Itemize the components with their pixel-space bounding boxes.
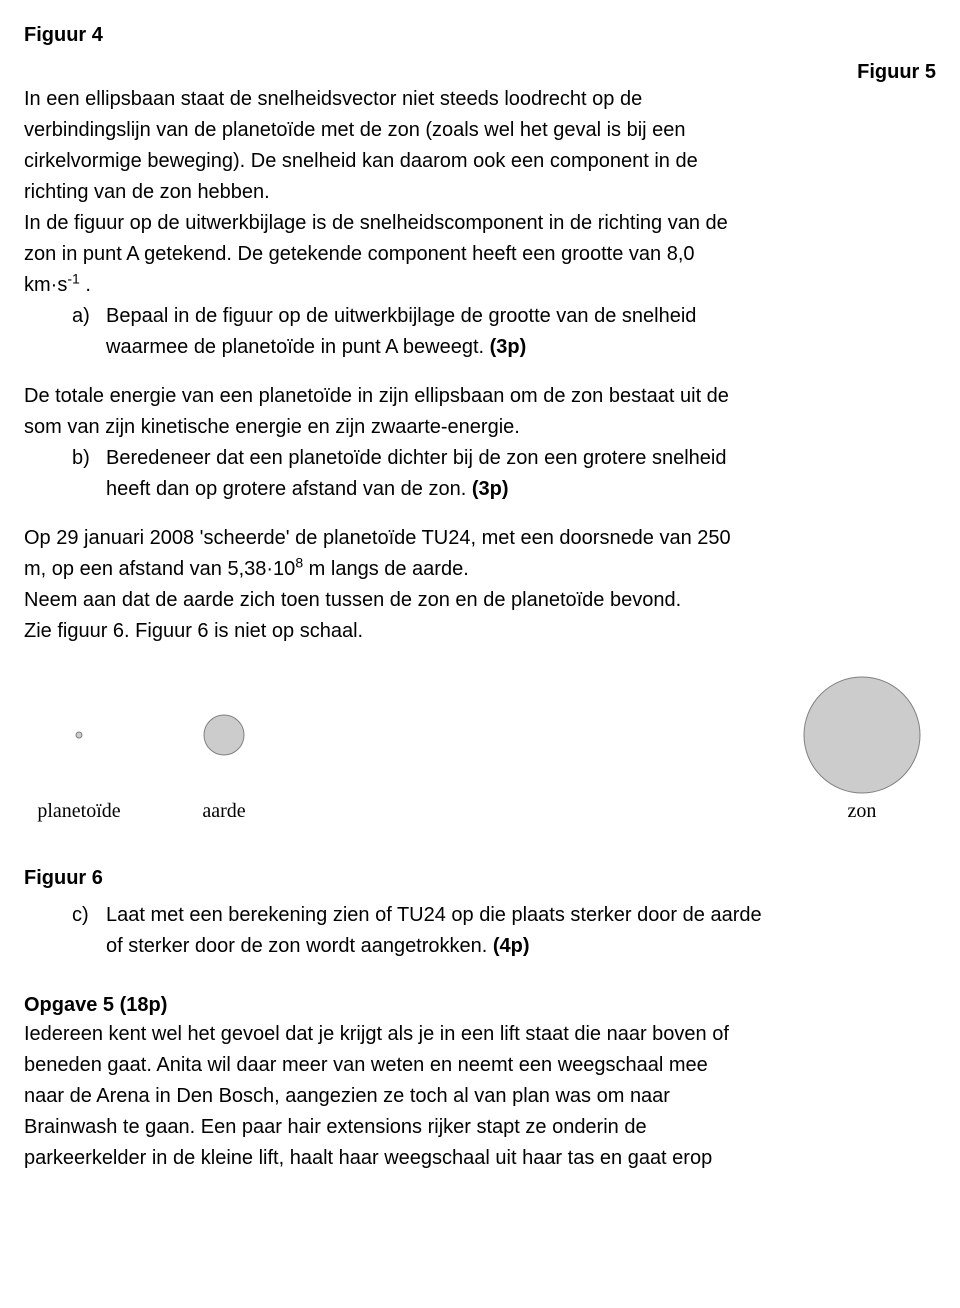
para2-line1: De totale energie van een planetoïde in …: [24, 383, 936, 410]
paragraph-2: De totale energie van een planetoïde in …: [24, 383, 936, 507]
item-b-line1: Beredeneer dat een planetoïde dichter bi…: [106, 445, 936, 472]
opgave5-line2: beneden gaat. Anita wil daar meer van we…: [24, 1052, 936, 1079]
para3-l2b: m langs de aarde.: [303, 558, 469, 580]
exponent-8: 8: [295, 554, 303, 570]
svg-text:zon: zon: [848, 800, 877, 822]
item-c-l2a: of sterker door de zon wordt aangetrokke…: [106, 935, 493, 957]
para3-line1: Op 29 januari 2008 'scheerde' de planeto…: [24, 525, 936, 552]
item-c: c) Laat met een berekening zien of TU24 …: [24, 902, 936, 964]
figure-6-svg: planetoïde aarde zon: [24, 665, 934, 855]
para1-line7: km·s-1 .: [24, 272, 936, 299]
para1-line1: In een ellipsbaan staat de snelheidsvect…: [24, 86, 936, 113]
item-b-line2: heeft dan op grotere afstand van de zon.…: [106, 476, 936, 503]
para2-line2: som van zijn kinetische energie en zijn …: [24, 414, 936, 441]
svg-text:planetoïde: planetoïde: [37, 800, 120, 822]
item-b-marker: b): [72, 445, 106, 507]
para1-line2: verbindingslijn van de planetoïde met de…: [24, 117, 936, 144]
para3-l2a: m, op een afstand van 5,38·10: [24, 558, 295, 580]
para1-line6: zon in punt A getekend. De getekende com…: [24, 241, 936, 268]
item-c-points: (4p): [493, 935, 530, 957]
item-c-marker: c): [72, 902, 106, 964]
figure-6-diagram: planetoïde aarde zon: [24, 665, 936, 855]
svg-text:aarde: aarde: [202, 800, 245, 822]
para1-line4: richting van de zon hebben.: [24, 179, 936, 206]
figure-6-label: Figuur 6: [24, 865, 936, 892]
para1-line5: In de figuur op de uitwerkbijlage is de …: [24, 210, 936, 237]
item-a-line1: Bepaal in de figuur op de uitwerkbijlage…: [106, 303, 936, 330]
para1-l7b: .: [80, 274, 91, 296]
para3-line4: Zie figuur 6. Figuur 6 is niet op schaal…: [24, 618, 936, 645]
opgave5-line5: parkeerkelder in de kleine lift, haalt h…: [24, 1145, 936, 1172]
item-a-points: (3p): [490, 336, 527, 358]
opgave-5-title: Opgave 5 (18p): [24, 992, 936, 1019]
exponent-neg1: -1: [67, 270, 79, 286]
para1-line3: cirkelvormige beweging). De snelheid kan…: [24, 148, 936, 175]
para3-line2: m, op een afstand van 5,38·108 m langs d…: [24, 556, 936, 583]
figure-5-label: Figuur 5: [24, 59, 936, 86]
opgave5-line1: Iedereen kent wel het gevoel dat je krij…: [24, 1021, 936, 1048]
item-a: a) Bepaal in de figuur op de uitwerkbijl…: [24, 303, 936, 365]
opgave-5-paragraph: Iedereen kent wel het gevoel dat je krij…: [24, 1021, 936, 1172]
figure-4-label: Figuur 4: [24, 22, 936, 49]
paragraph-1: In een ellipsbaan staat de snelheidsvect…: [24, 86, 936, 365]
item-c-line2: of sterker door de zon wordt aangetrokke…: [106, 933, 936, 960]
para3-line3: Neem aan dat de aarde zich toen tussen d…: [24, 587, 936, 614]
item-a-l2a: waarmee de planetoïde in punt A beweegt.: [106, 336, 490, 358]
item-a-marker: a): [72, 303, 106, 365]
item-c-line1: Laat met een berekening zien of TU24 op …: [106, 902, 936, 929]
paragraph-3: Op 29 januari 2008 'scheerde' de planeto…: [24, 525, 936, 645]
item-b: b) Beredeneer dat een planetoïde dichter…: [24, 445, 936, 507]
opgave5-line4: Brainwash te gaan. Een paar hair extensi…: [24, 1114, 936, 1141]
para1-l7a: km·s: [24, 274, 67, 296]
item-b-l2a: heeft dan op grotere afstand van de zon.: [106, 478, 472, 500]
item-a-line2: waarmee de planetoïde in punt A beweegt.…: [106, 334, 936, 361]
opgave5-line3: naar de Arena in Den Bosch, aangezien ze…: [24, 1083, 936, 1110]
item-b-points: (3p): [472, 478, 509, 500]
